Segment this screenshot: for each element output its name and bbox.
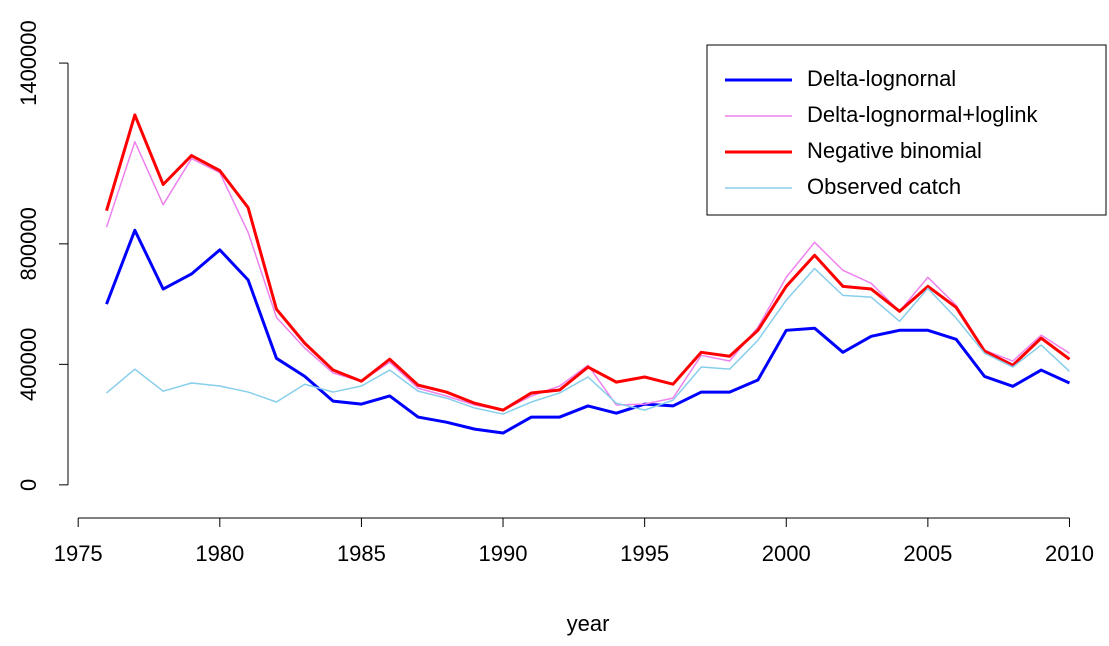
legend-label: Delta-lognornal — [807, 66, 956, 91]
y-tick-label: 400000 — [16, 328, 41, 401]
legend-label: Delta-lognormal+loglink — [807, 102, 1039, 127]
series-line — [105, 140, 1070, 411]
legend-box — [706, 44, 1107, 216]
x-tick-label: 1985 — [337, 541, 386, 566]
legend: Delta-lognornal Delta-lognormal+loglink Ne… — [706, 44, 1107, 216]
x-tick-label: 1995 — [620, 541, 669, 566]
x-tick-label: 2010 — [1045, 541, 1094, 566]
series-line — [106, 267, 1070, 415]
series-line — [105, 113, 1071, 412]
legend-label: Negative binomial — [807, 138, 982, 163]
legend-label: Observed catch — [807, 174, 961, 199]
y-tick-label: 0 — [16, 479, 41, 491]
x-tick-label: 1990 — [479, 541, 528, 566]
x-tick-label: 1980 — [195, 541, 244, 566]
x-tick-label: 1975 — [54, 541, 103, 566]
x-tick-label: 2005 — [903, 541, 952, 566]
series-line — [105, 228, 1071, 435]
x-axis-label: year — [567, 611, 610, 636]
x-tick-label: 2000 — [762, 541, 811, 566]
y-tick-label: 1400000 — [16, 20, 41, 106]
y-tick-label: 800000 — [16, 207, 41, 280]
